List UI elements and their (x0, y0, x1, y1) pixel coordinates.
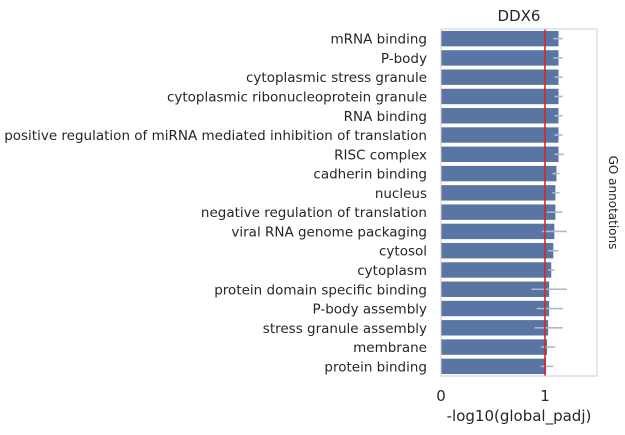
bar (441, 127, 559, 143)
y-axis-label: GO annotations (606, 156, 620, 250)
category-label: mRNA binding (331, 32, 427, 48)
category-label: cytoplasmic stress granule (246, 70, 427, 86)
category-label: cytoplasm (357, 263, 427, 279)
category-labels: mRNA binding P-body cytoplasmic stress gra… (4, 32, 427, 376)
category-label: cytoplasmic ribonucleoprotein granule (167, 89, 427, 105)
bar (441, 30, 559, 47)
chart-title: DDX6 (498, 7, 541, 25)
bar (441, 88, 559, 105)
axes-frame (440, 28, 598, 377)
category-label: cadherin binding (313, 167, 427, 183)
category-label: negative regulation of translation (201, 205, 427, 221)
bar (441, 358, 547, 375)
category-label: protein domain specific binding (214, 282, 427, 298)
x-tick-label: 1 (540, 387, 550, 405)
category-label: RISC complex (334, 147, 427, 163)
bar (441, 300, 550, 317)
bar (441, 146, 559, 163)
bar (441, 165, 557, 182)
bar (441, 108, 559, 124)
bar (441, 281, 550, 297)
bar (441, 50, 559, 66)
x-tick-label: 0 (436, 387, 446, 405)
category-label: positive regulation of miRNA mediated in… (4, 128, 427, 144)
category-label: viral RNA genome packaging (231, 224, 427, 240)
category-label: nucleus (375, 186, 427, 202)
category-label: P-body (381, 51, 427, 67)
bar (441, 262, 552, 278)
bar (441, 339, 548, 355)
bar (441, 320, 549, 336)
bar (441, 204, 556, 220)
bar (441, 185, 556, 201)
category-label: stress granule assembly (263, 321, 427, 337)
category-label: RNA binding (344, 109, 427, 125)
category-label: cytosol (379, 244, 427, 260)
bar (441, 69, 559, 85)
errorbars-layer (531, 37, 567, 368)
x-axis-label: -log10(global_padj) (447, 407, 592, 426)
bars-layer (441, 30, 559, 375)
bar (441, 242, 554, 259)
bar (441, 223, 555, 240)
category-label: membrane (353, 340, 427, 356)
category-label: P-body assembly (313, 302, 428, 318)
category-label: protein binding (324, 359, 427, 375)
